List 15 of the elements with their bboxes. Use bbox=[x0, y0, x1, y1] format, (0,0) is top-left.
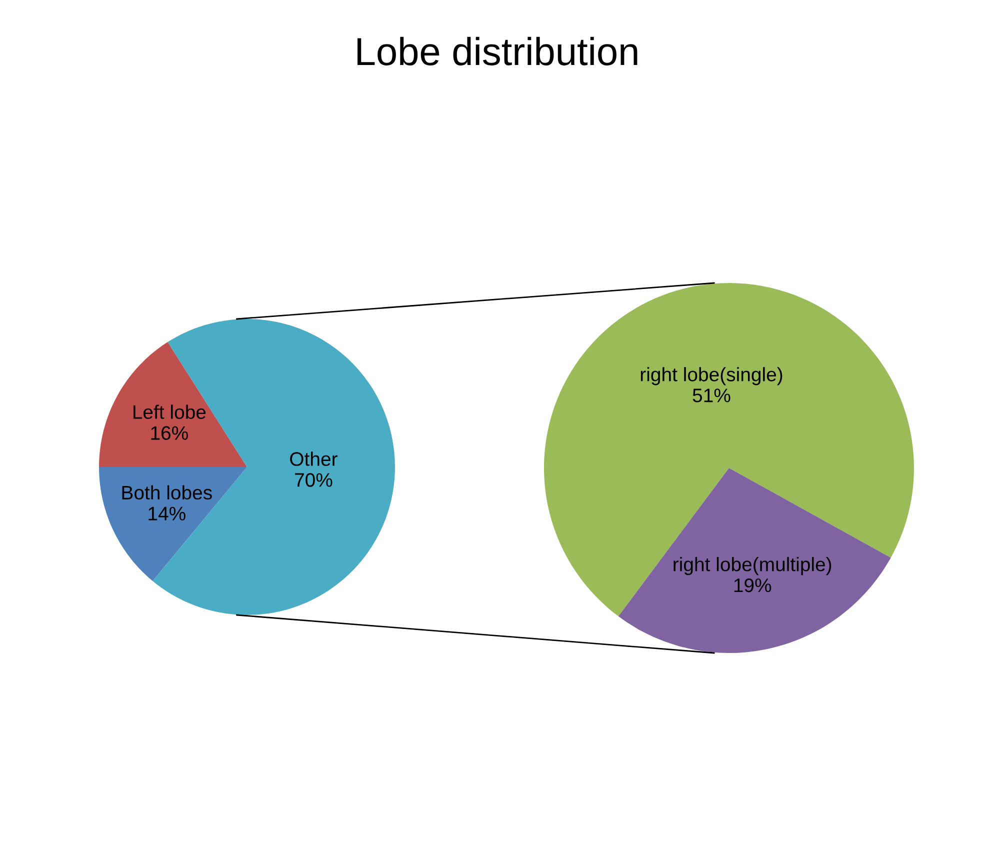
data-label: 70% bbox=[295, 473, 332, 487]
slice-label: Other bbox=[290, 452, 338, 466]
slice-label: right lobe(multiple) bbox=[674, 556, 832, 576]
data-label: 19% bbox=[734, 578, 772, 592]
data-label: 51% bbox=[692, 388, 730, 402]
text: Lobe distribution bbox=[358, 36, 638, 66]
slice-label: Both lobes bbox=[122, 485, 212, 500]
pie-slice bbox=[618, 468, 891, 653]
data-label: 14% bbox=[148, 506, 186, 520]
pie-slice bbox=[99, 342, 247, 467]
slice-label: Left lobe bbox=[133, 404, 206, 419]
pie-slice bbox=[99, 467, 247, 582]
pie-slice bbox=[544, 283, 914, 616]
data-label: 16% bbox=[151, 426, 188, 440]
slice-label: right lobe(single) bbox=[640, 367, 782, 386]
